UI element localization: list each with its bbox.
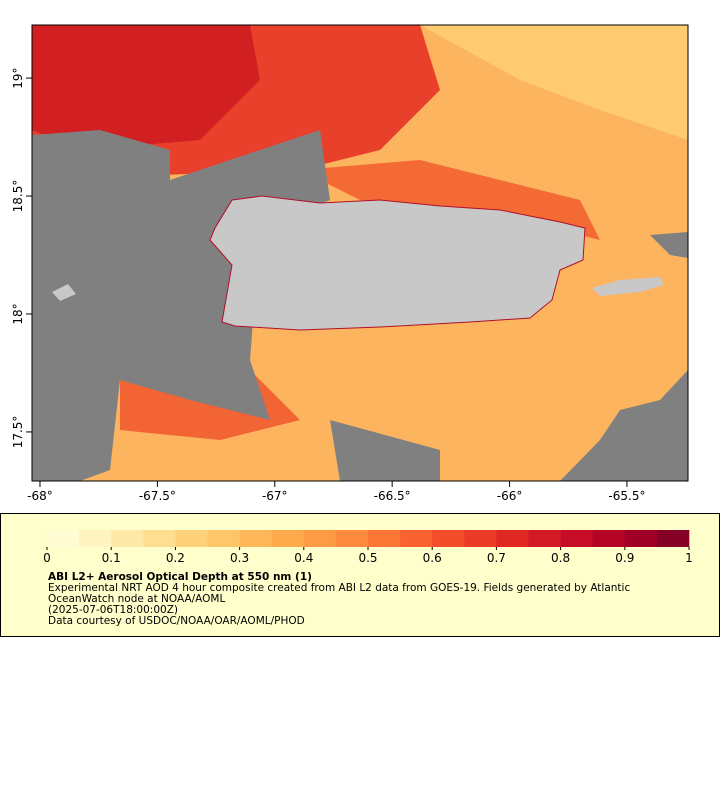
- colorbar-segment: [656, 530, 690, 547]
- colorbar-segment: [303, 530, 337, 547]
- x-tick-label: -66.5°: [374, 489, 411, 503]
- colorbar-segment: [496, 530, 529, 547]
- colorbar-tick-label: 0: [43, 551, 51, 565]
- legend-line: Experimental NRT AOD 4 hour composite cr…: [48, 582, 630, 594]
- no-data-region: [560, 370, 688, 481]
- colorbar-segment: [79, 530, 112, 547]
- x-tick-label: -67°: [262, 489, 288, 503]
- island-vieques: [592, 277, 664, 296]
- map-raster: [32, 25, 688, 481]
- colorbar-tick-label: 1: [685, 551, 693, 565]
- colorbar-segment: [560, 530, 593, 547]
- colorbar-tick-label: 0.8: [551, 551, 570, 565]
- colorbar-segment: [400, 530, 433, 547]
- x-tick-label: -65.5°: [608, 489, 645, 503]
- colorbar-segment: [432, 530, 465, 547]
- low-aod-region: [420, 25, 688, 140]
- colorbar-segment: [143, 530, 176, 547]
- legend-line: Data courtesy of USDOC/NOAA/OAR/AOML/PHO…: [48, 615, 305, 627]
- x-tick-label: -66°: [497, 489, 523, 503]
- colorbar-segment: [624, 530, 658, 547]
- colorbar-segment: [271, 530, 305, 547]
- legend-line: OceanWatch node at NOAA/AOML: [48, 593, 225, 605]
- colorbar-segment: [207, 530, 240, 547]
- colorbar-tick-label: 0.9: [615, 551, 634, 565]
- colorbar-segment: [528, 530, 561, 547]
- colorbar-tick-label: 0.6: [423, 551, 442, 565]
- map-frame: [31, 24, 689, 482]
- colorbar-segment: [239, 530, 272, 547]
- colorbar-tick-label: 0.4: [294, 551, 313, 565]
- island-puerto-rico: [209, 195, 586, 331]
- legend-title: ABI L2+ Aerosol Optical Depth at 550 nm …: [48, 571, 312, 583]
- colorbar-segment: [335, 530, 369, 547]
- colorbar-tick-label: 0.3: [230, 551, 249, 565]
- colorbar-tick-label: 0.2: [166, 551, 185, 565]
- high-aod-region: [32, 25, 260, 150]
- no-data-region: [330, 420, 440, 481]
- y-tick-label: 18°: [11, 303, 25, 324]
- colorbar-segment: [592, 530, 626, 547]
- legend-lines: Experimental NRT AOD 4 hour composite cr…: [48, 582, 630, 627]
- x-tick-label: -67.5°: [139, 489, 176, 503]
- colorbar-tick-label: 0.1: [102, 551, 121, 565]
- island-mona: [52, 284, 76, 301]
- colorbar-segment: [464, 530, 497, 547]
- y-tick-label: 19°: [11, 67, 25, 88]
- colorbar-segment: [368, 530, 401, 547]
- colorbar-segment: [111, 530, 144, 547]
- colorbar-tick-label: 0.7: [487, 551, 506, 565]
- legend-line: (2025-07-06T18:00:00Z): [48, 604, 178, 616]
- y-tick-label: 17.5°: [11, 416, 25, 449]
- no-data-region: [650, 232, 688, 258]
- y-tick-label: 18.5°: [11, 180, 25, 213]
- colorbar-segment: [175, 530, 208, 547]
- colorbar-tick-label: 0.5: [358, 551, 377, 565]
- colorbar-segment: [47, 530, 80, 547]
- x-tick-label: -68°: [27, 489, 53, 503]
